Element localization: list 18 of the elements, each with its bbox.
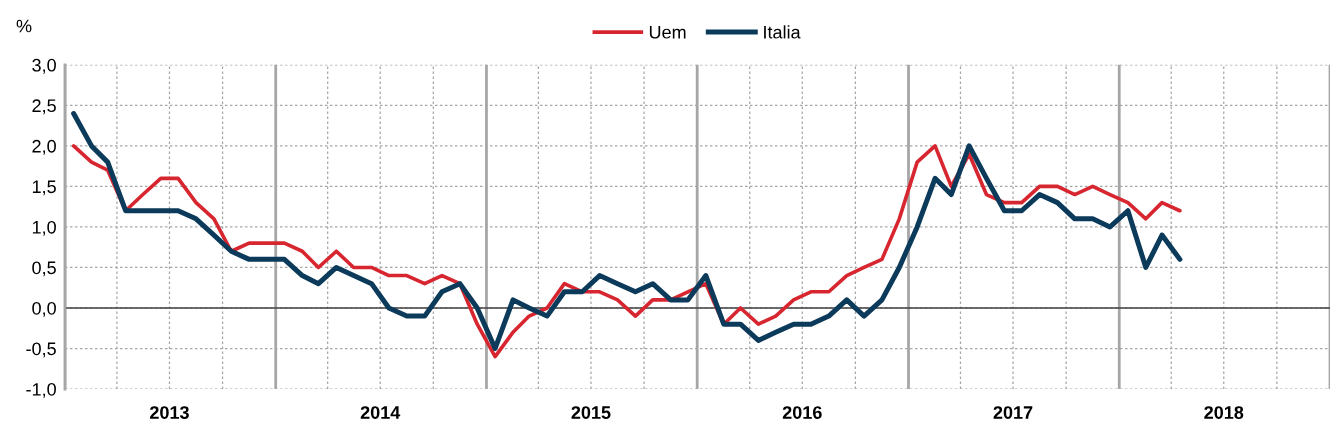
y-tick-label: 3,0 bbox=[32, 58, 56, 74]
x-tick-label: 2014 bbox=[360, 406, 401, 419]
y-tick-label: 2,5 bbox=[32, 99, 56, 115]
y-tick-label: 1,0 bbox=[32, 220, 56, 236]
x-tick-label: 2016 bbox=[782, 406, 822, 419]
x-tick-label: 2017 bbox=[993, 406, 1033, 419]
y-tick-label: 0,0 bbox=[32, 301, 56, 317]
y-tick-label: 1,5 bbox=[32, 180, 56, 196]
y-tick-label: -0,5 bbox=[26, 342, 56, 358]
y-tick-label: -1,0 bbox=[26, 382, 56, 398]
legend-label: Italia bbox=[764, 25, 801, 39]
x-tick-label: 2015 bbox=[571, 406, 611, 419]
y-tick-label: 2,0 bbox=[32, 139, 56, 155]
y-axis-title: % bbox=[16, 19, 32, 33]
legend-label: Uem bbox=[649, 25, 686, 39]
x-tick-label: 2018 bbox=[1204, 406, 1244, 419]
x-tick-label: 2013 bbox=[150, 406, 189, 419]
y-tick-label: 0,5 bbox=[32, 261, 56, 277]
